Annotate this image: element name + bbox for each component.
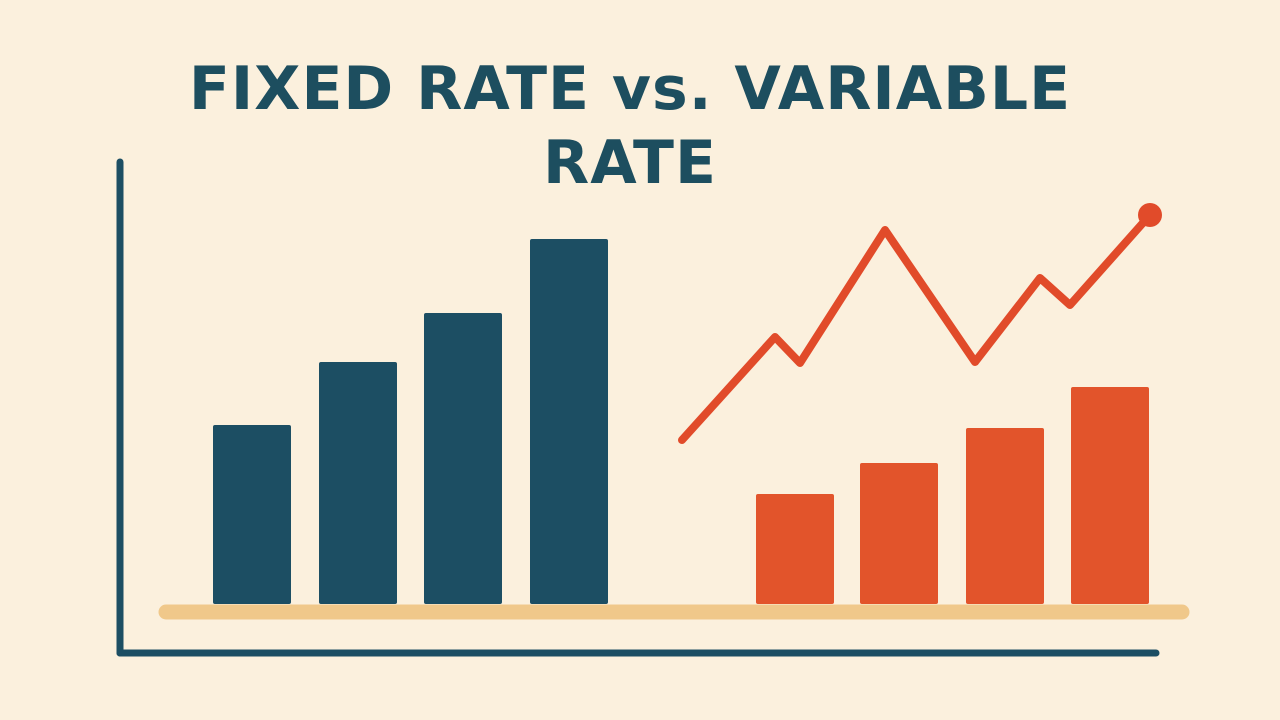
line-end-dot <box>1138 203 1162 227</box>
line <box>678 211 1154 444</box>
bar <box>213 425 291 604</box>
bar <box>424 313 502 604</box>
bar <box>530 239 608 604</box>
bar <box>319 362 397 604</box>
bar <box>1071 387 1149 604</box>
bar <box>966 428 1044 604</box>
chart-title: FIXED RATE vs. VARIABLE RATE <box>188 54 1072 198</box>
bar <box>756 494 834 604</box>
bar <box>860 463 938 604</box>
